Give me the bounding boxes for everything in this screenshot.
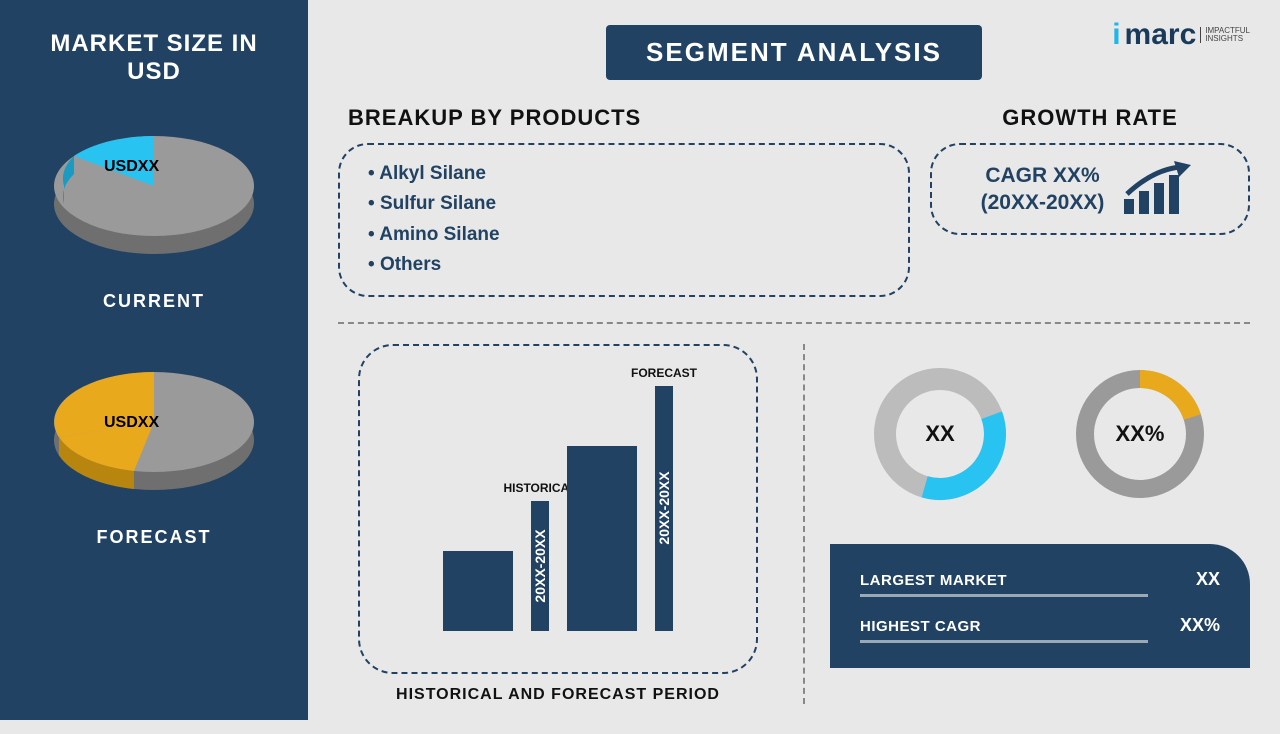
donut-1: XX	[870, 364, 1010, 504]
product-item: Alkyl Silane	[368, 159, 880, 189]
logo-i: i	[1112, 18, 1120, 52]
breakup-title: BREAKUP BY PRODUCTS	[338, 105, 910, 131]
pie-forecast-label: FORECAST	[97, 527, 212, 548]
info-label: HIGHEST CAGR	[860, 618, 981, 635]
donut-1-value: XX	[925, 421, 954, 447]
info-label: LARGEST MARKET	[860, 572, 1007, 589]
donuts: XX XX%	[870, 364, 1210, 504]
growth-box: CAGR XX% (20XX-20XX)	[930, 143, 1250, 235]
top-row: BREAKUP BY PRODUCTS Alkyl Silane Sulfur …	[308, 105, 1280, 297]
pie-current-svg: USDXX	[44, 126, 264, 266]
donut-2: XX%	[1070, 364, 1210, 504]
logo-marc: marc	[1125, 18, 1197, 52]
info-line	[860, 594, 1148, 597]
chart-box: HISTORICAL 20XX-20XX FORECAST 20XX-20XX	[358, 344, 758, 674]
logo-tagline: IMPACTFULINSIGHTS	[1200, 27, 1250, 43]
bars: HISTORICAL 20XX-20XX FORECAST 20XX-20XX	[385, 371, 731, 631]
product-item: Sulfur Silane	[368, 189, 880, 219]
info-card: LARGEST MARKET XX HIGHEST CAGR XX%	[830, 544, 1250, 668]
bar-historical: HISTORICAL 20XX-20XX	[531, 501, 549, 631]
pie-forecast-value: USDXX	[104, 414, 159, 431]
donut-2-value: XX%	[1116, 421, 1165, 447]
metrics-panel: XX XX% LARGEST MARKET XX	[830, 344, 1250, 704]
info-value: XX	[1196, 569, 1220, 590]
info-line	[860, 640, 1148, 643]
growth-title: GROWTH RATE	[930, 105, 1250, 131]
bar	[567, 446, 637, 631]
pie-current: USDXX	[34, 116, 274, 276]
info-value: XX%	[1180, 615, 1220, 636]
cagr-text: CAGR XX% (20XX-20XX)	[981, 162, 1105, 217]
bar-forecast: FORECAST 20XX-20XX	[655, 386, 673, 631]
product-list: Alkyl Silane Sulfur Silane Amino Silane …	[368, 159, 880, 281]
right-panel: imarc IMPACTFULINSIGHTS SEGMENT ANALYSIS…	[308, 0, 1280, 720]
market-size-title: MARKET SIZE IN USD	[20, 30, 288, 86]
info-row-cagr: HIGHEST CAGR XX%	[860, 615, 1220, 643]
pie-current-label: CURRENT	[103, 291, 205, 312]
pie-forecast: USDXX	[34, 352, 274, 512]
bottom-row: HISTORICAL 20XX-20XX FORECAST 20XX-20XX …	[308, 324, 1280, 734]
breakup-section: BREAKUP BY PRODUCTS Alkyl Silane Sulfur …	[338, 105, 910, 297]
divider-vertical	[803, 344, 805, 704]
product-item: Others	[368, 250, 880, 280]
segment-title: SEGMENT ANALYSIS	[606, 25, 982, 80]
logo: imarc IMPACTFULINSIGHTS	[1112, 18, 1250, 52]
chart-caption: HISTORICAL AND FORECAST PERIOD	[396, 686, 720, 704]
left-panel: MARKET SIZE IN USD USDXX CURRENT USDXX F…	[0, 0, 308, 720]
chart-panel: HISTORICAL 20XX-20XX FORECAST 20XX-20XX …	[338, 344, 778, 704]
breakup-box: Alkyl Silane Sulfur Silane Amino Silane …	[338, 143, 910, 297]
growth-icon	[1119, 159, 1199, 219]
bar	[443, 551, 513, 631]
info-row-largest: LARGEST MARKET XX	[860, 569, 1220, 597]
growth-section: GROWTH RATE CAGR XX% (20XX-20XX)	[930, 105, 1250, 297]
pie-forecast-svg: USDXX	[44, 362, 264, 502]
pie-current-value: USDXX	[104, 158, 159, 175]
product-item: Amino Silane	[368, 220, 880, 250]
